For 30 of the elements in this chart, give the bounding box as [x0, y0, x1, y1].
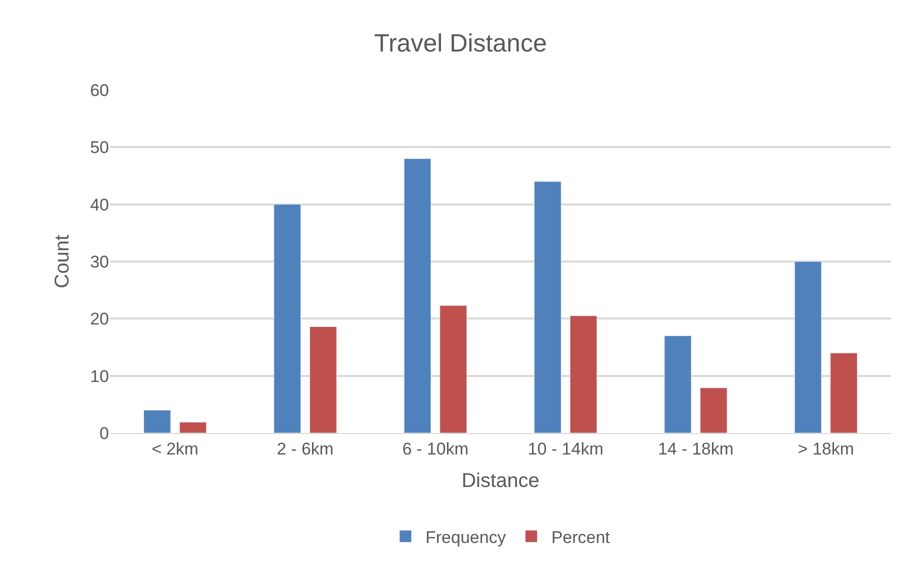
x-axis-title: Distance [462, 470, 540, 492]
bar [570, 316, 598, 433]
bar [144, 410, 171, 433]
bar [534, 181, 562, 433]
bar [440, 305, 467, 433]
x-tick-label: 6 - 10km [402, 439, 468, 458]
y-axis-title: Count [52, 234, 74, 288]
y-tick-label: 40 [90, 195, 109, 214]
x-tick-label: 10 - 14km [528, 439, 604, 458]
y-tick-label: 30 [90, 252, 109, 272]
y-tick-label: 20 [90, 310, 109, 329]
x-tick-label: 2 - 6km [276, 439, 334, 458]
x-tick-label: 14 - 18km [658, 439, 734, 458]
bar [664, 336, 692, 433]
y-tick-label: 10 [90, 366, 109, 386]
y-tick-label: 0 [100, 424, 109, 443]
y-tick-label: 60 [90, 80, 109, 100]
bar [794, 261, 822, 433]
chart-title: Travel Distance [374, 30, 547, 58]
legend-label: Percent [551, 528, 610, 547]
bar [404, 158, 432, 433]
bar [309, 326, 337, 433]
bar [274, 204, 302, 433]
bar [179, 422, 207, 433]
bar [830, 352, 858, 433]
y-tick-label: 50 [90, 138, 109, 158]
x-tick-label: < 2km [152, 439, 198, 458]
x-tick-label: > 18km [798, 439, 854, 458]
bar [700, 388, 728, 433]
legend-label: Frequency [426, 528, 506, 547]
